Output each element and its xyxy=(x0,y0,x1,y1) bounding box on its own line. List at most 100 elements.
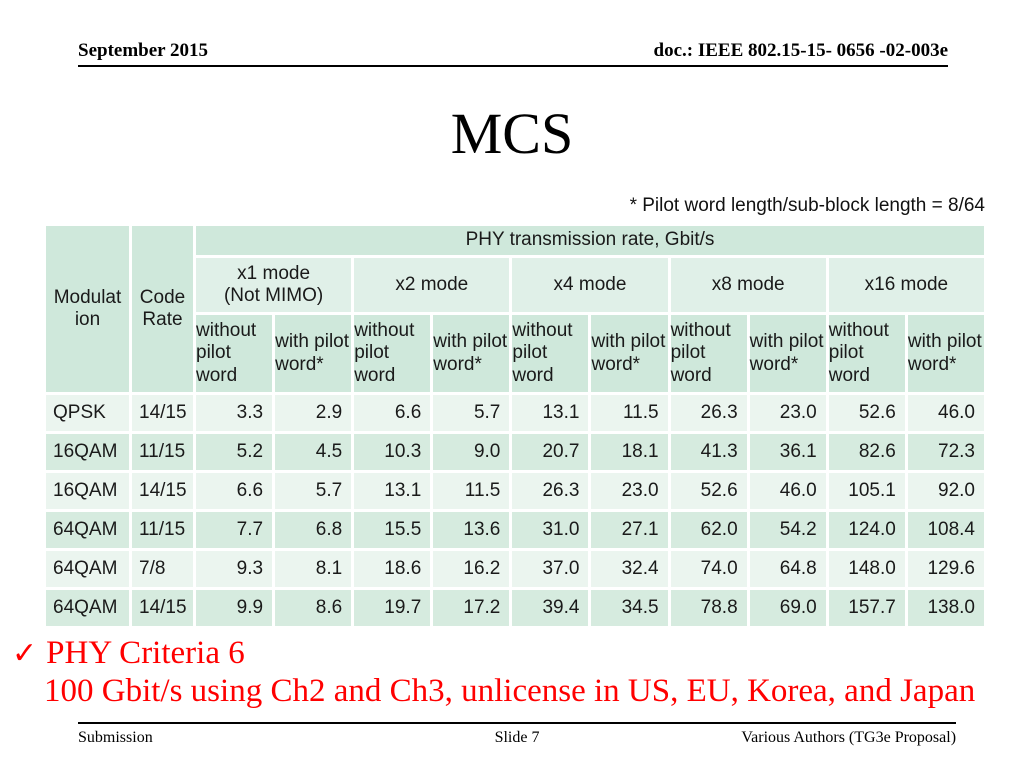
cell-value: 13.1 xyxy=(509,392,592,434)
slide-header: September 2015 doc.: IEEE 802.15-15- 065… xyxy=(78,40,948,67)
slide-title: MCS xyxy=(450,101,574,166)
cell-value: 74.0 xyxy=(667,548,750,590)
cell-value: 13.6 xyxy=(430,509,513,551)
footer-slide-number: Slide 7 xyxy=(494,729,540,746)
cell-value: 92.0 xyxy=(904,470,988,512)
cell-value: 5.7 xyxy=(272,470,355,512)
table-row-64qam-14-15: 64QAM 14/15 9.9 8.6 19.7 17.2 39.4 34.5 … xyxy=(43,587,988,629)
cell-value: 69.0 xyxy=(746,587,829,629)
col-header-x8-without-pilot: without pilot word xyxy=(667,312,750,395)
cell-value: 46.0 xyxy=(904,392,988,434)
cell-value: 37.0 xyxy=(509,548,592,590)
cell-code-rate: 7/8 xyxy=(129,548,196,590)
header-row-pilots: without pilot word with pilot word* with… xyxy=(45,312,988,395)
cell-value: 23.0 xyxy=(746,392,829,434)
cell-value: 7.7 xyxy=(192,509,276,551)
cell-modulation: QPSK xyxy=(43,392,132,434)
cell-value: 8.1 xyxy=(272,548,355,590)
footer-submission-label: Submission xyxy=(78,729,153,746)
cell-value: 26.3 xyxy=(667,392,750,434)
col-header-code-rate: Code Rate xyxy=(129,223,196,395)
cell-code-rate: 14/15 xyxy=(129,392,196,434)
cell-value: 108.4 xyxy=(904,509,988,551)
cell-value: 46.0 xyxy=(746,470,829,512)
mcs-rate-table: Modulation Code Rate PHY transmission ra… xyxy=(43,223,988,629)
cell-value: 9.9 xyxy=(192,587,276,629)
cell-value: 20.7 xyxy=(509,431,592,473)
cell-modulation: 16QAM xyxy=(43,470,132,512)
header-date: September 2015 xyxy=(78,40,208,61)
slide-footer: Submission Slide 7 Various Authors (TG3e… xyxy=(78,722,956,747)
cell-modulation: 16QAM xyxy=(43,431,132,473)
cell-value: 4.5 xyxy=(272,431,355,473)
table-row-qpsk-14-15: QPSK 14/15 3.3 2.9 6.6 5.7 13.1 11.5 26.… xyxy=(43,392,988,434)
cell-code-rate: 14/15 xyxy=(129,470,196,512)
cell-value: 6.8 xyxy=(272,509,355,551)
cell-value: 129.6 xyxy=(904,548,988,590)
cell-value: 18.1 xyxy=(588,431,671,473)
cell-value: 41.3 xyxy=(667,431,750,473)
table-row-16qam-14-15: 16QAM 14/15 6.6 5.7 13.1 11.5 26.3 23.0 … xyxy=(43,470,988,512)
cell-value: 52.6 xyxy=(825,392,908,434)
cell-value: 34.5 xyxy=(588,587,671,629)
cell-value: 13.1 xyxy=(351,470,434,512)
cell-value: 157.7 xyxy=(825,587,908,629)
cell-value: 18.6 xyxy=(351,548,434,590)
col-header-x16-with-pilot: with pilot word* xyxy=(904,312,988,395)
criteria-heading: PHY Criteria 6 xyxy=(46,635,245,671)
pilot-word-note: * Pilot word length/sub-block length = 8… xyxy=(629,195,985,216)
cell-value: 78.8 xyxy=(667,587,750,629)
cell-modulation: 64QAM xyxy=(43,587,132,629)
cell-value: 6.6 xyxy=(351,392,434,434)
footer-authors: Various Authors (TG3e Proposal) xyxy=(741,729,957,746)
cell-value: 11.5 xyxy=(430,470,513,512)
cell-value: 138.0 xyxy=(904,587,988,629)
col-header-modulation: Modulation xyxy=(43,223,132,395)
col-header-x16-mode: x16 mode xyxy=(825,255,988,315)
col-header-x1-without-pilot: without pilot word xyxy=(192,312,276,395)
cell-value: 5.7 xyxy=(430,392,513,434)
cell-code-rate: 11/15 xyxy=(129,431,196,473)
cell-value: 16.2 xyxy=(430,548,513,590)
cell-value: 27.1 xyxy=(588,509,671,551)
col-header-x4-mode: x4 mode xyxy=(509,255,671,315)
cell-value: 3.3 xyxy=(192,392,276,434)
cell-value: 54.2 xyxy=(746,509,829,551)
phy-criteria-block: ✓ PHY Criteria 6 100 Gbit/s using Ch2 and… xyxy=(12,634,1020,711)
cell-value: 23.0 xyxy=(588,470,671,512)
col-header-x2-with-pilot: with pilot word* xyxy=(430,312,513,395)
cell-code-rate: 14/15 xyxy=(129,587,196,629)
col-header-x2-without-pilot: without pilot word xyxy=(351,312,434,395)
checkmark-icon: ✓ xyxy=(12,637,38,670)
cell-value: 64.8 xyxy=(746,548,829,590)
cell-value: 10.3 xyxy=(351,431,434,473)
col-header-x2-mode: x2 mode xyxy=(351,255,513,315)
col-header-x16-without-pilot: without pilot word xyxy=(825,312,908,395)
cell-value: 72.3 xyxy=(904,431,988,473)
cell-value: 148.0 xyxy=(825,548,908,590)
criteria-heading-line: ✓ PHY Criteria 6 xyxy=(12,634,1020,672)
cell-value: 105.1 xyxy=(825,470,908,512)
cell-value: 8.6 xyxy=(272,587,355,629)
header-row-group: Modulation Code Rate PHY transmission ra… xyxy=(43,223,987,395)
cell-value: 62.0 xyxy=(667,509,750,551)
cell-value: 124.0 xyxy=(825,509,908,551)
cell-value: 26.3 xyxy=(509,470,592,512)
col-header-x1-with-pilot: with pilot word* xyxy=(272,312,355,395)
cell-value: 9.3 xyxy=(192,548,276,590)
cell-value: 52.6 xyxy=(667,470,750,512)
cell-value: 39.4 xyxy=(509,587,592,629)
col-header-phy-rate: PHY transmission rate, Gbit/s xyxy=(193,223,987,258)
cell-modulation: 64QAM xyxy=(43,509,132,551)
criteria-detail: 100 Gbit/s using Ch2 and Ch3, unlicense … xyxy=(44,673,976,710)
cell-value: 15.5 xyxy=(351,509,434,551)
header-row-modes: x1 mode (Not MIMO) x2 mode x4 mode x8 mo… xyxy=(45,255,988,315)
cell-value: 9.0 xyxy=(430,431,513,473)
col-header-x8-mode: x8 mode xyxy=(667,255,829,315)
cell-value: 36.1 xyxy=(746,431,829,473)
cell-value: 19.7 xyxy=(351,587,434,629)
table-row-64qam-7-8: 64QAM 7/8 9.3 8.1 18.6 16.2 37.0 32.4 74… xyxy=(43,548,988,590)
cell-value: 31.0 xyxy=(509,509,592,551)
cell-value: 11.5 xyxy=(588,392,671,434)
